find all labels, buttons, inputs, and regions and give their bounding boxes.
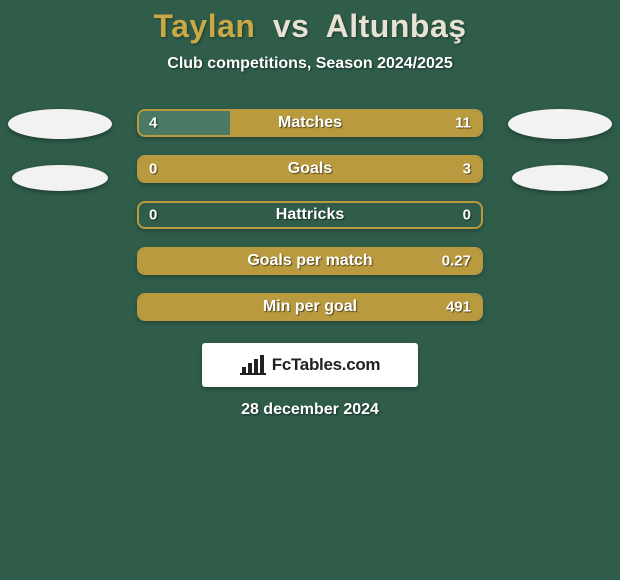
stat-bar: Min per goal 491: [137, 293, 483, 321]
player1-club-avatar: [12, 165, 108, 191]
title-vs: vs: [273, 8, 310, 44]
bar-value-left: 0: [149, 161, 157, 178]
bar-value-right: 11: [455, 115, 471, 132]
player1-avatar: [8, 109, 112, 139]
bar-value-right: 491: [446, 299, 471, 316]
comparison-card: Taylan vs Altunbaş Club competitions, Se…: [0, 0, 620, 580]
bar-value-left: 0: [149, 207, 157, 224]
bar-label: Matches: [278, 114, 342, 132]
content-area: 4 Matches 11 0 Goals 3 0 Hattricks 0: [0, 109, 620, 419]
bar-value-right: 0.27: [442, 253, 471, 270]
player1-name: Taylan: [153, 8, 255, 44]
bar-fill-right: [230, 111, 481, 135]
stat-bar: 0 Hattricks 0: [137, 201, 483, 229]
bar-label: Min per goal: [263, 298, 357, 316]
avatar-column-left: [0, 109, 120, 191]
bar-chart-icon: [240, 355, 266, 375]
bar-value-right: 3: [463, 161, 471, 178]
bar-label: Goals per match: [247, 252, 372, 270]
brand-badge[interactable]: FcTables.com: [202, 343, 418, 387]
player2-avatar: [508, 109, 612, 139]
subtitle: Club competitions, Season 2024/2025: [0, 55, 620, 73]
stat-bar: 0 Goals 3: [137, 155, 483, 183]
bar-label: Goals: [288, 160, 332, 178]
stat-bar: Goals per match 0.27: [137, 247, 483, 275]
stat-bars: 4 Matches 11 0 Goals 3 0 Hattricks 0: [137, 109, 483, 321]
page-title: Taylan vs Altunbaş: [0, 0, 620, 45]
brand-text: FcTables.com: [272, 355, 381, 375]
bar-value-right: 0: [463, 207, 471, 224]
bar-value-left: 4: [149, 115, 157, 132]
player2-name: Altunbaş: [326, 8, 467, 44]
date-text: 28 december 2024: [0, 401, 620, 419]
bar-label: Hattricks: [276, 206, 344, 224]
player2-club-avatar: [512, 165, 608, 191]
avatar-column-right: [500, 109, 620, 191]
stat-bar: 4 Matches 11: [137, 109, 483, 137]
